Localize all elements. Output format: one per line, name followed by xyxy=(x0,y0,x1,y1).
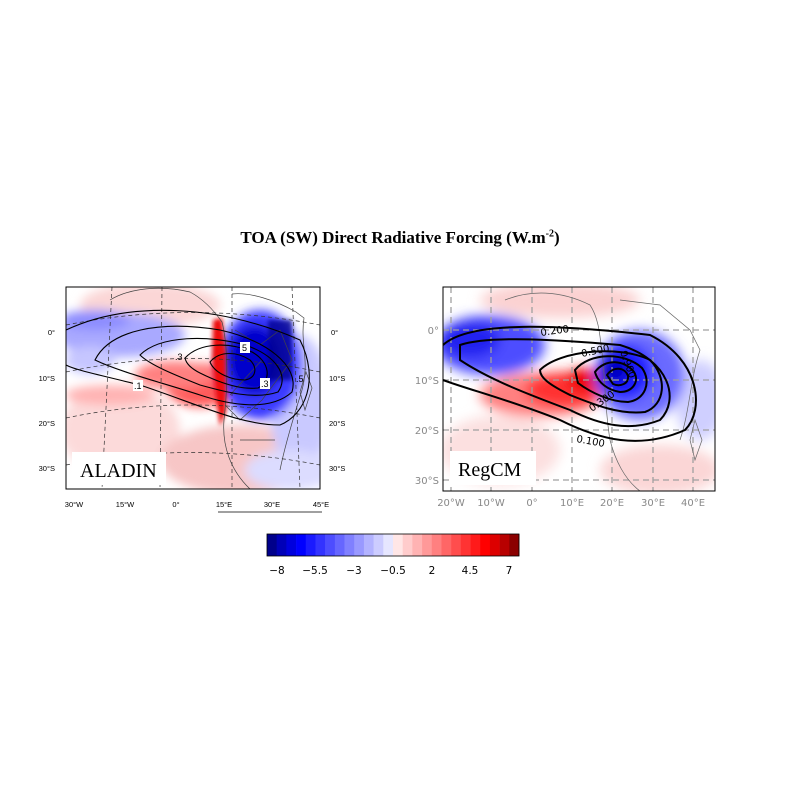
title-superscript: -2 xyxy=(545,228,555,240)
colorbar-box xyxy=(383,534,394,556)
regcm-contour-label: 0.200 xyxy=(540,324,570,339)
figure-title: TOA (SW) Direct Radiative Forcing (W.m-2… xyxy=(0,228,800,248)
colorbar-box xyxy=(305,534,316,556)
colorbar-box xyxy=(276,534,287,556)
colorbar-box xyxy=(334,534,345,556)
colorbar-box xyxy=(315,534,326,556)
aladin-x-tick: 15°W xyxy=(116,500,135,509)
aladin-y-tick: 0° xyxy=(48,328,55,337)
colorbar-tick: 7 xyxy=(506,565,513,577)
regcm-x-tick: 20°E xyxy=(600,498,624,509)
aladin-y-axis-left: 0° 10°S 20°S 30°S xyxy=(39,328,55,473)
colorbar-box xyxy=(509,534,520,556)
aladin-map: 5 .3 .1 .3 .5 ALADIN 30°W 15°W 0° 15°E 3… xyxy=(39,286,345,513)
colorbar-tick: 4.5 xyxy=(462,565,479,577)
colorbar-box xyxy=(325,534,336,556)
colorbar-box xyxy=(363,534,374,556)
aladin-y-axis-right: 0° 10°S 20°S 30°S xyxy=(329,328,345,473)
colorbar-box xyxy=(460,534,471,556)
colorbar-box xyxy=(354,534,365,556)
regcm-panel: 0.200 0.500 0.300 0.100 0.900 RegCM 20°W… xyxy=(405,280,725,515)
regcm-x-tick: 30°E xyxy=(641,498,665,509)
colorbar-tick: 2 xyxy=(429,565,436,577)
aladin-x-tick: 45°E xyxy=(313,500,329,509)
colorbar-box xyxy=(441,534,452,556)
aladin-y-tick-right: 10°S xyxy=(329,374,345,383)
aladin-contour-label: 5 xyxy=(242,343,247,353)
colorbar-box xyxy=(373,534,384,556)
aladin-x-tick: 30°W xyxy=(65,500,84,509)
colorbar-box xyxy=(431,534,442,556)
colorbar-box xyxy=(267,534,277,556)
colorbar-box xyxy=(451,534,462,556)
aladin-contour-label: .1 xyxy=(134,381,142,391)
regcm-x-tick: 10°E xyxy=(560,498,584,509)
regcm-contour-label: 0.100 xyxy=(575,434,605,450)
aladin-contour-label: .3 xyxy=(261,379,269,389)
colorbar-box xyxy=(344,534,355,556)
regcm-x-tick: 0° xyxy=(526,498,537,509)
aladin-y-tick-right: 30°S xyxy=(329,464,345,473)
colorbar-box xyxy=(489,534,500,556)
colorbar-box xyxy=(422,534,433,556)
regcm-x-tick: 10°W xyxy=(477,498,505,509)
aladin-contour-label: .5 xyxy=(296,374,304,384)
aladin-x-axis: 30°W 15°W 0° 15°E 30°E 45°E xyxy=(65,500,329,509)
aladin-y-tick-right: 0° xyxy=(331,328,338,337)
aladin-x-tick: 15°E xyxy=(216,500,232,509)
colorbar-box xyxy=(499,534,510,556)
aladin-y-tick: 10°S xyxy=(39,374,55,383)
colorbar-ticks: −8 −5.5 −3 −0.5 2 4.5 7 xyxy=(269,565,512,577)
regcm-x-tick: 40°E xyxy=(681,498,705,509)
aladin-contour-label: .3 xyxy=(175,352,183,362)
aladin-panel: 5 .3 .1 .3 .5 ALADIN 30°W 15°W 0° 15°E 3… xyxy=(30,280,345,520)
colorbar-tick: −8 xyxy=(269,565,284,577)
colorbar-tick: −5.5 xyxy=(302,565,328,577)
regcm-y-tick: 0° xyxy=(428,326,439,337)
aladin-y-tick-right: 20°S xyxy=(329,419,345,428)
colorbar-tick: −3 xyxy=(346,565,361,577)
title-end: ) xyxy=(554,228,560,247)
regcm-y-axis: 0° 10°S 20°S 30°S xyxy=(415,326,439,487)
colorbar: −8 −5.5 −3 −0.5 2 4.5 7 xyxy=(266,533,520,584)
colorbar-box xyxy=(480,534,491,556)
colorbar-svg: −8 −5.5 −3 −0.5 2 4.5 7 xyxy=(266,533,520,577)
regcm-x-tick: 20°W xyxy=(437,498,465,509)
aladin-contour-labels: 5 .3 .1 .3 .5 xyxy=(133,342,304,391)
colorbar-box xyxy=(296,534,307,556)
colorbar-box xyxy=(402,534,413,556)
regcm-y-tick: 20°S xyxy=(415,426,439,437)
colorbar-tick: −0.5 xyxy=(380,565,406,577)
colorbar-boxes xyxy=(267,534,520,556)
aladin-x-tick: 30°E xyxy=(264,500,280,509)
colorbar-box xyxy=(470,534,481,556)
aladin-panel-label: ALADIN xyxy=(80,460,157,482)
colorbar-box xyxy=(412,534,423,556)
regcm-y-tick: 30°S xyxy=(415,476,439,487)
colorbar-box xyxy=(393,534,403,556)
regcm-x-axis: 20°W 10°W 0° 10°E 20°E 30°E 40°E xyxy=(437,498,705,509)
aladin-y-tick: 30°S xyxy=(39,464,55,473)
regcm-y-tick: 10°S xyxy=(415,376,439,387)
aladin-x-tick: 0° xyxy=(172,500,179,509)
colorbar-box xyxy=(286,534,297,556)
regcm-map: 0.200 0.500 0.300 0.100 0.900 RegCM 20°W… xyxy=(415,286,716,509)
title-main: TOA (SW) Direct Radiative Forcing (W.m xyxy=(240,228,546,247)
regcm-panel-label: RegCM xyxy=(458,459,522,481)
aladin-y-tick: 20°S xyxy=(39,419,55,428)
